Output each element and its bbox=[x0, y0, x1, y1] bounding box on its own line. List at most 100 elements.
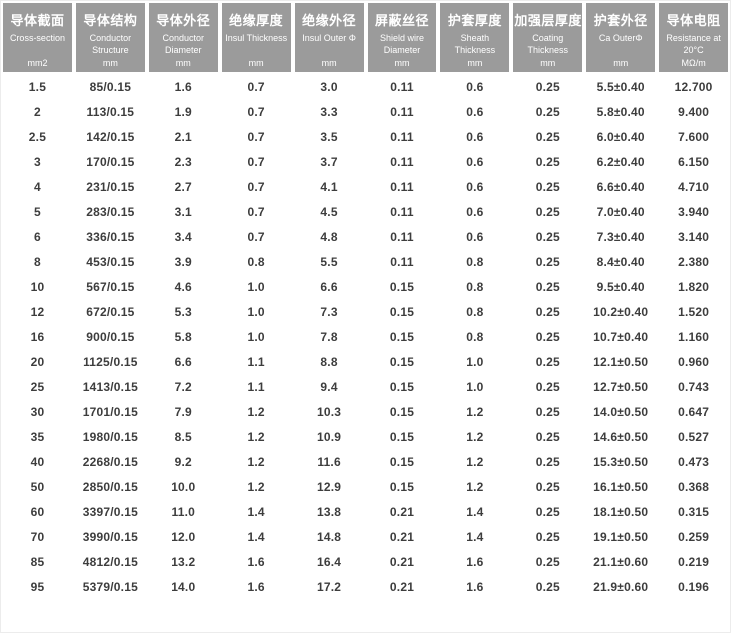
header-unit: mm bbox=[321, 58, 337, 68]
table-row: 3 170/0.15 2.3 0.7 3.7 0.11 0.6 0.25 6.2±0.40 6.1… bbox=[3, 149, 728, 174]
header-title-en: Insul Thickness bbox=[225, 33, 288, 43]
table-cell: 4.6 bbox=[174, 279, 192, 294]
table-cell: 5.5±0.40 bbox=[596, 79, 645, 94]
table-cell: 1.2 bbox=[247, 404, 265, 419]
table-cell: 12.1±0.50 bbox=[593, 354, 649, 369]
header-title-en: Ca OuterΦ bbox=[598, 33, 643, 43]
table-cell: 2.5 bbox=[28, 129, 47, 144]
header-row: 导体截面 Cross-section mm2 导体结构 Conductor Struct… bbox=[1, 3, 730, 72]
table-cell: 0.25 bbox=[535, 554, 560, 569]
table-cell: 0.25 bbox=[535, 279, 560, 294]
table-row: 1.5 85/0.15 1.6 0.7 3.0 0.11 0.6 0.25 5.5±0.40 12… bbox=[3, 74, 728, 99]
table-cell: 7.0±0.40 bbox=[596, 204, 645, 219]
table-cell: 0.15 bbox=[389, 329, 415, 344]
header-cell-9: 导体电阻 Resistance at 20°C MΩ/m bbox=[659, 3, 729, 72]
table-cell: 7.3 bbox=[320, 304, 338, 319]
table-cell: 4.1 bbox=[320, 179, 338, 194]
table-cell: 170/0.15 bbox=[86, 154, 135, 169]
table-cell: 0.11 bbox=[390, 104, 414, 119]
table-cell: 11.6 bbox=[317, 454, 341, 469]
table-cell: 10 bbox=[30, 279, 45, 294]
table-cell: 30 bbox=[30, 404, 45, 419]
table-cell: 70 bbox=[30, 529, 45, 544]
table-cell: 6.150 bbox=[678, 154, 710, 169]
table-cell: 0.25 bbox=[535, 479, 560, 494]
table-cell: 1.0 bbox=[247, 304, 265, 319]
table-cell: 3.1 bbox=[174, 204, 192, 219]
header-unit: mm bbox=[613, 58, 629, 68]
header-title-en: Sheath Thickness bbox=[454, 33, 496, 56]
table-cell: 7.2 bbox=[174, 379, 192, 394]
table-cell: 0.527 bbox=[678, 429, 710, 444]
header-unit: MΩ/m bbox=[681, 58, 706, 68]
table-cell: 3397/0.15 bbox=[82, 504, 138, 519]
table-cell: 0.25 bbox=[535, 154, 560, 169]
table-row: 12 672/0.15 5.3 1.0 7.3 0.15 0.8 0.25 10.2±0.40 1… bbox=[3, 299, 728, 324]
table-cell: 2.3 bbox=[174, 154, 192, 169]
table-cell: 2.1 bbox=[174, 129, 192, 144]
table-cell: 11.0 bbox=[171, 504, 196, 519]
header-title-zh: 护套外径 bbox=[593, 13, 648, 28]
table-cell: 0.6 bbox=[466, 229, 484, 244]
table-cell: 0.8 bbox=[466, 304, 484, 319]
table-cell: 20 bbox=[30, 354, 45, 369]
table-row: 50 2850/0.15 10.0 1.2 12.9 0.15 1.2 0.25 16.1±0.… bbox=[3, 474, 728, 499]
header-unit: mm bbox=[540, 58, 556, 68]
table-cell: 8 bbox=[34, 254, 41, 269]
header-unit: mm2 bbox=[27, 58, 48, 68]
table-cell: 0.25 bbox=[535, 329, 560, 344]
table-cell: 1.4 bbox=[466, 504, 484, 519]
table-cell: 0.8 bbox=[466, 329, 484, 344]
table-row: 25 1413/0.15 7.2 1.1 9.4 0.15 1.0 0.25 12.7±0.50… bbox=[3, 374, 728, 399]
table-cell: 2850/0.15 bbox=[82, 479, 138, 494]
table-body: 1.5 85/0.15 1.6 0.7 3.0 0.11 0.6 0.25 5.5±0.40 12… bbox=[1, 72, 730, 599]
table-cell: 3.3 bbox=[320, 104, 338, 119]
table-cell: 0.7 bbox=[247, 79, 265, 94]
table-cell: 5379/0.15 bbox=[82, 579, 138, 594]
table-cell: 0.25 bbox=[535, 504, 560, 519]
table-cell: 0.25 bbox=[535, 454, 560, 469]
table-row: 6 336/0.15 3.4 0.7 4.8 0.11 0.6 0.25 7.3±0.40 3.1… bbox=[3, 224, 728, 249]
table-row: 8 453/0.15 3.9 0.8 5.5 0.11 0.8 0.25 8.4±0.40 2.3… bbox=[3, 249, 728, 274]
table-cell: 9.400 bbox=[678, 104, 710, 119]
table-cell: 10.3 bbox=[317, 404, 342, 419]
header-title-zh: 绝缘外径 bbox=[302, 13, 357, 28]
table-cell: 95 bbox=[30, 579, 45, 594]
table-cell: 0.25 bbox=[535, 104, 560, 119]
table-cell: 85 bbox=[30, 554, 45, 569]
table-cell: 0.25 bbox=[535, 304, 560, 319]
table-cell: 0.196 bbox=[678, 579, 710, 594]
table-cell: 0.6 bbox=[466, 154, 484, 169]
table-cell: 10.0 bbox=[171, 479, 196, 494]
table-cell: 1.6 bbox=[466, 579, 484, 594]
table-row: 16 900/0.15 5.8 1.0 7.8 0.15 0.8 0.25 10.7±0.40 1… bbox=[3, 324, 728, 349]
table-cell: 1.520 bbox=[678, 304, 710, 319]
table-cell: 0.368 bbox=[678, 479, 710, 494]
table-row: 20 1125/0.15 6.6 1.1 8.8 0.15 1.0 0.25 12.1±0.50… bbox=[3, 349, 728, 374]
table-cell: 900/0.15 bbox=[86, 329, 135, 344]
table-cell: 0.25 bbox=[535, 529, 560, 544]
table-cell: 5.8±0.40 bbox=[596, 104, 645, 119]
table-cell: 0.315 bbox=[678, 504, 710, 519]
header-cell-3: 绝缘厚度 Insul Thickness mm bbox=[221, 3, 291, 72]
header-cell-5: 屏蔽丝径 Shield wire Diameter mm bbox=[367, 3, 437, 72]
table-cell: 0.6 bbox=[466, 129, 484, 144]
table-cell: 1.6 bbox=[247, 554, 265, 569]
header-cell-6: 护套厚度 Sheath Thickness mm bbox=[440, 3, 510, 72]
table-row: 10 567/0.15 4.6 1.0 6.6 0.15 0.8 0.25 9.5±0.40 1.… bbox=[3, 274, 728, 299]
header-cell-2: 导体外径 Conductor Diameter mm bbox=[148, 3, 218, 72]
header-title-zh: 护套厚度 bbox=[447, 13, 502, 28]
table-cell: 0.11 bbox=[390, 79, 414, 94]
table-cell: 7.600 bbox=[678, 129, 710, 144]
header-unit: mm bbox=[175, 58, 191, 68]
table-cell: 3.9 bbox=[174, 254, 192, 269]
table-cell: 14.6±0.50 bbox=[593, 429, 649, 444]
table-row: 70 3990/0.15 12.0 1.4 14.8 0.21 1.4 0.25 19.1±0.… bbox=[3, 524, 728, 549]
table-cell: 0.15 bbox=[389, 379, 415, 394]
table-cell: 4.5 bbox=[320, 204, 338, 219]
table-cell: 0.6 bbox=[466, 79, 484, 94]
table-cell: 10.7±0.40 bbox=[593, 329, 649, 344]
table-cell: 2.7 bbox=[174, 179, 192, 194]
table-cell: 12.7±0.50 bbox=[593, 379, 649, 394]
table-cell: 0.7 bbox=[247, 104, 265, 119]
